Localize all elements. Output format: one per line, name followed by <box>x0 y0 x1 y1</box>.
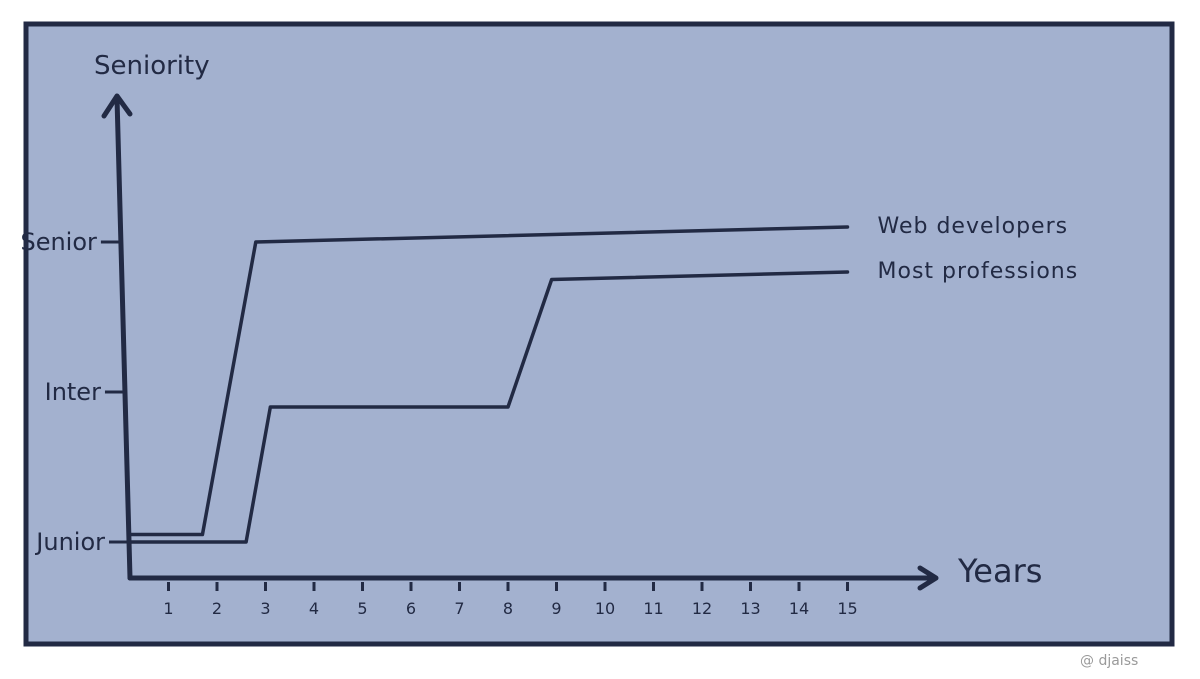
x-tick-label: 8 <box>503 599 513 618</box>
series-labels-group: Web developers Most professions <box>878 214 1079 284</box>
series-line <box>127 225 850 537</box>
y-tick-label: Senior <box>20 228 97 256</box>
x-tick-label: 10 <box>595 599 615 618</box>
x-axis-arrowhead <box>917 565 939 591</box>
x-tick-label: 15 <box>837 599 857 618</box>
y-axis-arrowhead <box>101 93 133 119</box>
x-tick-label: 1 <box>163 599 173 618</box>
x-tick-label: 9 <box>551 599 561 618</box>
x-tick-label: 3 <box>260 599 270 618</box>
x-ticks-group: 1 2 3 4 5 6 7 8 9 10 11 12 13 14 15 <box>163 582 858 618</box>
x-tick-label: 12 <box>692 599 712 618</box>
x-tick-label: 13 <box>740 599 760 618</box>
credit-text: @ djaiss <box>1080 653 1138 669</box>
y-tick-label: Inter <box>45 378 101 406</box>
y-tick-label: Junior <box>34 528 105 556</box>
x-tick-label: 11 <box>643 599 663 618</box>
series-label: Web developers <box>878 214 1069 239</box>
chart-panel <box>23 21 1175 647</box>
x-tick-label: 6 <box>406 599 416 618</box>
x-tick-label: 5 <box>357 599 367 618</box>
series-line <box>127 270 850 544</box>
series-group <box>127 225 850 544</box>
y-axis-title: Seniority <box>94 51 210 81</box>
x-tick-label: 7 <box>454 599 464 618</box>
x-axis-title: Years <box>957 552 1042 590</box>
y-ticks-group: Junior Inter Senior <box>20 228 128 556</box>
series-label: Most professions <box>878 259 1079 284</box>
x-tick-label: 14 <box>789 599 809 618</box>
x-tick-label: 4 <box>309 599 319 618</box>
y-axis <box>114 95 133 581</box>
x-tick-label: 2 <box>212 599 222 618</box>
